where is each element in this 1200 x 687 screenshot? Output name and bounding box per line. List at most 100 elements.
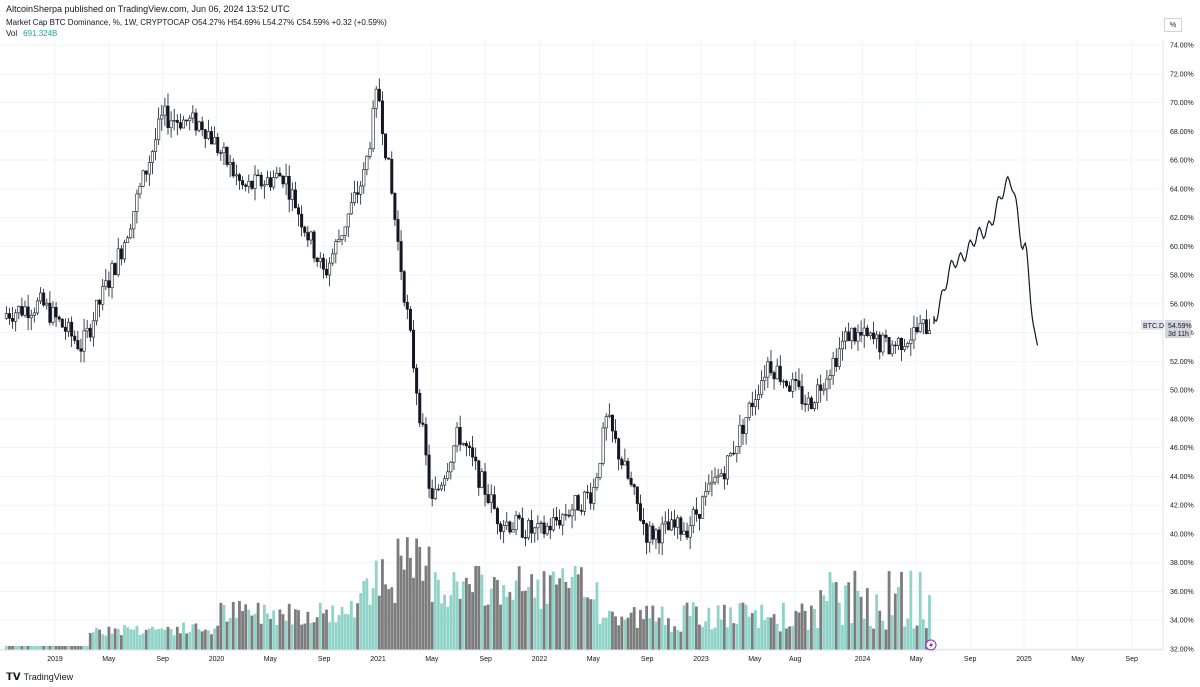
candle-body <box>623 460 627 466</box>
volume-bar <box>775 623 779 650</box>
candle-body <box>719 473 723 477</box>
candle-body <box>862 327 866 336</box>
price-tick-label: 32.00% <box>1170 647 1194 654</box>
candle-body <box>803 403 807 405</box>
volume-bar <box>421 580 425 650</box>
volume-bar <box>362 580 366 650</box>
volume-bar <box>853 570 857 650</box>
candle-body <box>676 517 680 528</box>
volume-bar <box>583 596 586 650</box>
time-tick-label: May <box>102 656 116 663</box>
candle-body <box>104 280 108 287</box>
volume-bar <box>520 591 524 650</box>
volume-bar <box>551 571 555 650</box>
candle-body <box>203 129 207 139</box>
candle-body <box>331 253 335 264</box>
percent-scale-button[interactable]: % <box>1164 18 1182 32</box>
candle-body <box>262 184 266 187</box>
volume-bar <box>881 620 885 650</box>
volume-bar <box>663 625 667 650</box>
candle-body <box>868 332 872 337</box>
candle-body <box>638 503 642 521</box>
candle-body <box>924 319 928 334</box>
volume-bar <box>642 619 645 650</box>
volume-bar <box>757 627 760 650</box>
candle-body <box>297 207 301 215</box>
candle-body <box>163 105 167 116</box>
candle-body <box>617 438 621 460</box>
candle-body <box>135 193 139 212</box>
volume-bar <box>443 594 447 650</box>
volume-bar <box>772 614 776 650</box>
candle-body <box>666 521 670 531</box>
candle-body <box>328 262 332 276</box>
volume-bar <box>17 646 21 650</box>
price-tick-label: 52.00% <box>1170 359 1194 366</box>
volume-bar <box>129 629 133 650</box>
volume-bar <box>719 619 723 650</box>
volume-bar <box>778 631 782 650</box>
candle-body <box>346 213 350 228</box>
volume-bar <box>206 630 210 650</box>
volume-bar <box>893 593 897 650</box>
candle-body <box>200 121 204 130</box>
volume-bar <box>698 624 701 650</box>
candle-body <box>887 337 891 355</box>
candle-body <box>88 327 92 338</box>
volume-bar <box>794 610 798 650</box>
time-tick-label: 2025 <box>1016 656 1032 663</box>
volume-bar <box>872 628 875 650</box>
lightning-icon[interactable] <box>925 639 937 651</box>
candle-body <box>486 494 490 503</box>
volume-bar <box>60 646 64 650</box>
candle-body <box>735 446 739 454</box>
candle-body <box>586 491 590 494</box>
candle-body <box>51 306 55 323</box>
candle-body <box>570 509 574 517</box>
volume-bar <box>704 621 708 650</box>
volume-bar <box>716 605 720 650</box>
candle-body <box>679 517 683 535</box>
volume-bar <box>197 629 201 650</box>
candle-body <box>98 299 102 305</box>
candle-body <box>256 174 260 177</box>
candle-body <box>906 343 910 347</box>
volume-bar <box>79 646 83 650</box>
candle-body <box>228 162 232 165</box>
candle-body <box>579 510 583 512</box>
candle-body <box>757 394 761 400</box>
candle-body <box>132 211 136 230</box>
volume-bar <box>797 612 801 650</box>
candle-body <box>63 326 67 332</box>
candle-body <box>42 292 46 306</box>
candle-body <box>704 491 708 498</box>
volume-bar <box>875 594 879 650</box>
volume-bar <box>710 629 714 650</box>
volume-bar <box>20 646 24 650</box>
price-tick-label: 48.00% <box>1170 416 1194 423</box>
volume-bar <box>340 606 344 650</box>
candle-body <box>893 344 897 347</box>
candle-body <box>853 327 857 342</box>
candle-body <box>76 340 80 350</box>
candle-body <box>107 280 111 288</box>
price-tag-value: 54.59% <box>1168 323 1192 330</box>
volume-bar <box>349 600 353 650</box>
volume-bar <box>701 626 704 650</box>
time-tick-label: Sep <box>1125 656 1138 663</box>
volume-bar <box>505 596 509 650</box>
candle-body <box>222 146 226 154</box>
volume-bar <box>816 628 819 650</box>
volume-bar <box>869 626 872 650</box>
time-tick-label: Sep <box>479 656 492 663</box>
volume-bar <box>51 646 55 650</box>
candle-body <box>129 228 133 239</box>
volume-bar <box>259 623 263 650</box>
candle-body <box>343 226 347 236</box>
candle-body <box>225 146 229 165</box>
volume-bar <box>123 624 126 650</box>
volume-bar <box>253 613 257 650</box>
candle-body <box>878 334 882 353</box>
candle-body <box>819 384 823 391</box>
